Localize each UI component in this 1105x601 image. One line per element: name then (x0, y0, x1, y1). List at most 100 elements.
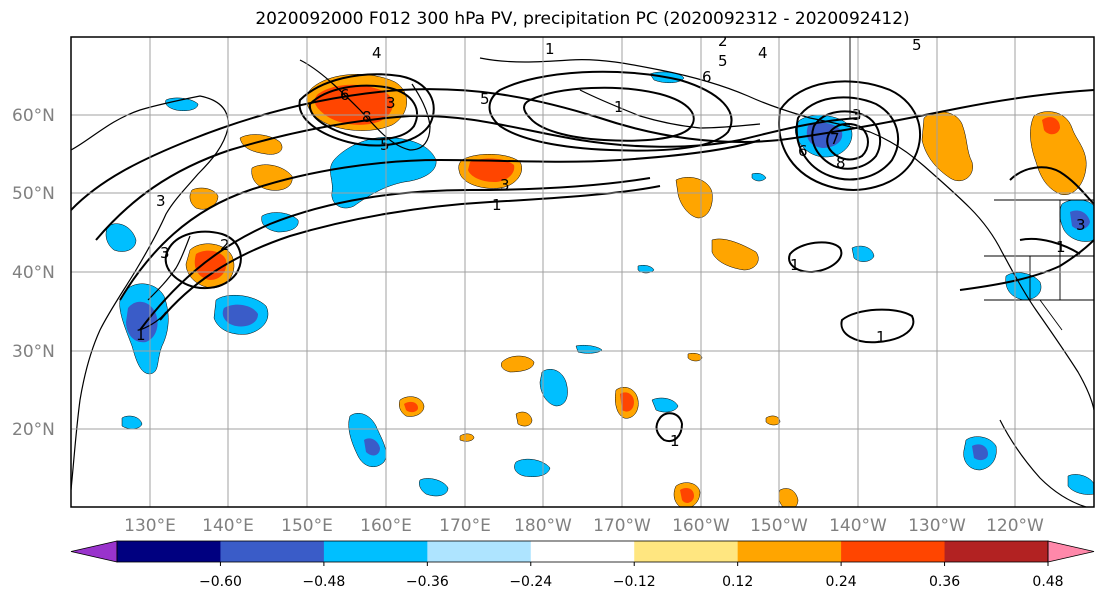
precip-positive-area (675, 177, 713, 219)
precip-positive-area (620, 392, 634, 412)
plot-frame (70, 36, 1095, 508)
coastline-na-west (999, 419, 1087, 507)
pv-contour-ring (298, 73, 435, 147)
contour-label: 3 (386, 94, 396, 112)
lon-label: 140°E (202, 516, 254, 536)
precip-positive-area (765, 415, 781, 426)
pv-contour-ring (655, 412, 684, 442)
coastline-kamchatka (299, 59, 431, 151)
precip-negative-area (222, 304, 258, 327)
contour-label: 4 (372, 44, 382, 62)
lon-label: 180°W (514, 516, 572, 536)
pv-contour (119, 139, 761, 301)
pv-contour (959, 239, 1094, 291)
pv-contour (1009, 166, 1094, 205)
coastline-asia (71, 95, 229, 491)
contour-label: 2 (220, 236, 230, 254)
colorbar-segment (220, 541, 325, 562)
precip-positive-area (468, 158, 515, 182)
pv-contours (71, 70, 1094, 442)
precip-negative-area (514, 458, 551, 477)
coastline-aleutians (579, 89, 761, 129)
longitude-labels: 130°E 140°E 150°E 160°E 170°E 180°W 170°… (124, 516, 1044, 536)
pv-contour-ring (795, 96, 900, 181)
precip-positive-area (194, 250, 227, 280)
precip-positive-area (251, 164, 293, 191)
pv-contour (95, 114, 861, 241)
contour-label: 1 (1056, 238, 1066, 256)
lon-label: 130°W (908, 516, 966, 536)
contour-label: 1 (614, 98, 624, 116)
lon-label: 130°E (124, 516, 176, 536)
pv-contour-ring (840, 308, 915, 344)
contour-labels: 4 1 2 4 5 6 5 1 6 8 3 5 1 7 8 6 3 5 3 1 (136, 32, 1086, 450)
contour-label: 1 (136, 326, 146, 344)
pv-contour-ring (488, 70, 733, 152)
precip-positive-area (711, 238, 759, 271)
pv-contour-ring (826, 122, 869, 161)
lat-label-60n: 60°N (12, 106, 55, 126)
lat-label-20n: 20°N (12, 420, 55, 440)
precip-negative-area (1070, 210, 1090, 230)
colorbar-frame (116, 540, 1049, 563)
precip-positive-area (680, 488, 694, 503)
precip-positive-area (1030, 111, 1087, 196)
colorbar-extension-low (70, 540, 118, 563)
colorbar-tick-label: 0.48 (1032, 574, 1063, 590)
colorbar-tick-label: −0.24 (509, 574, 552, 590)
political-boundaries (849, 37, 1094, 331)
contour-label: 5 (380, 136, 390, 154)
pv-contour-ring (523, 86, 695, 142)
lon-label: 170°W (593, 516, 651, 536)
lon-label: 160°W (672, 516, 730, 536)
colorbar-segment (530, 541, 635, 562)
precip-positive-area (687, 352, 703, 362)
pv-contour (159, 185, 661, 321)
coastlines (71, 57, 1094, 507)
colorbar-tick-label: −0.12 (613, 574, 656, 590)
pv-contour (139, 177, 651, 331)
precip-positive-area (404, 401, 418, 413)
colorbar-tick-label: −0.48 (302, 574, 345, 590)
contour-label: 1 (492, 196, 502, 214)
map-title: 2020092000 F012 300 hPa PV, precipitatio… (255, 9, 910, 29)
colorbar: −0.60 −0.48 −0.36 −0.24 −0.12 0.12 0.24 0.36 0.4… (70, 540, 1095, 590)
colorbar-tick-label: 0.24 (826, 574, 857, 590)
precip-negative-area (972, 444, 988, 461)
lon-label: 170°E (439, 516, 491, 536)
colorbar-tick-label: 0.36 (929, 574, 960, 590)
contour-label: 5 (718, 52, 728, 70)
lat-label-40n: 40°N (12, 263, 55, 283)
contour-label: 6 (702, 68, 712, 86)
contour-label: 3 (500, 176, 510, 194)
contour-label: 1 (670, 432, 680, 450)
contour-label: 3 (160, 244, 170, 262)
pv-contour-ring (811, 110, 882, 170)
gridlines (71, 37, 1094, 507)
contour-label: 2 (718, 32, 728, 50)
boundary-states (984, 200, 1094, 331)
colorbar-tick-label: −0.60 (199, 574, 242, 590)
precip-negative-area (364, 438, 380, 456)
coastline-alaska (479, 57, 1094, 411)
colorbar-segment (944, 541, 1049, 562)
pv-contour (71, 88, 1094, 211)
contour-label: 6 (340, 86, 350, 104)
colorbar-segment (427, 541, 532, 562)
colorbar-segment (323, 541, 428, 562)
pv-contour-ring (308, 84, 418, 141)
colorbar-extension-high (1047, 540, 1095, 563)
contour-label: 3 (1076, 216, 1086, 234)
contour-label: 5 (912, 36, 922, 54)
precip-positive-area (501, 355, 535, 373)
lon-label: 140°W (829, 516, 887, 536)
pv-contour-ring (788, 241, 843, 274)
precip-positive-area (1042, 117, 1060, 135)
colorbar-segment (737, 541, 842, 562)
precip-negative-area (121, 415, 143, 429)
contour-label: 6 (798, 142, 808, 160)
precip-negative-area (1067, 474, 1094, 495)
plot-area: 4 1 2 4 5 6 5 1 6 8 3 5 1 7 8 6 3 5 3 1 (70, 32, 1095, 508)
colorbar-segment (634, 541, 739, 562)
